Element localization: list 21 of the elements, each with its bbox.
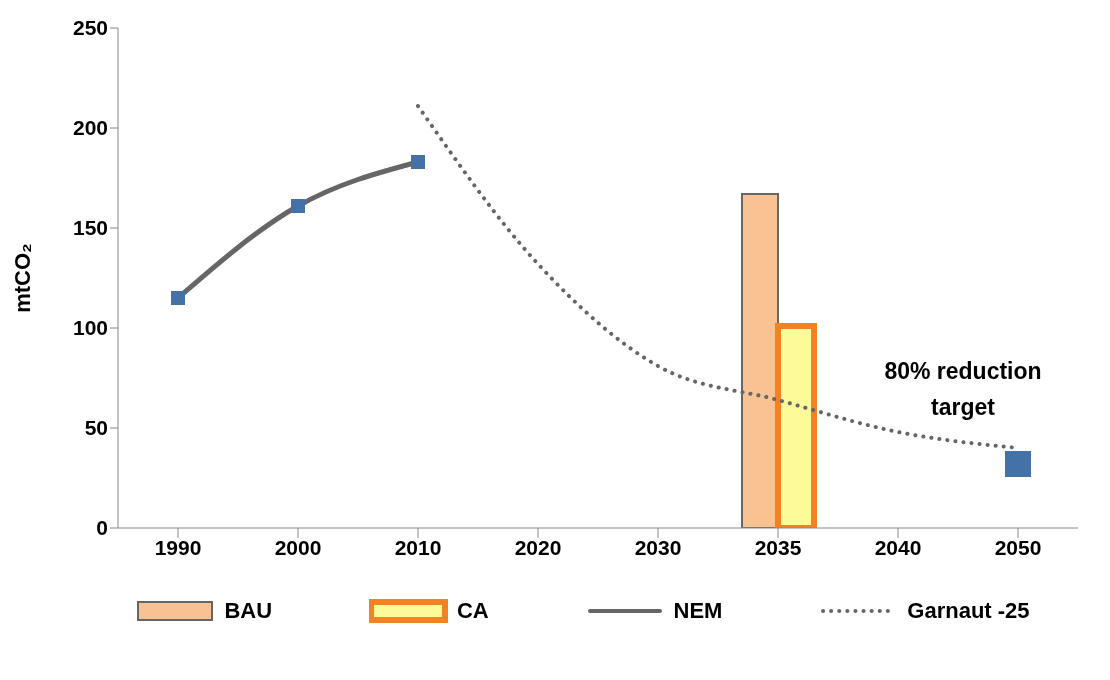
point [1005, 451, 1031, 477]
y-tick-label: 0 [96, 516, 108, 540]
y-tick-label: 100 [72, 316, 108, 340]
legend-label: Garnaut -25 [907, 598, 1030, 624]
annotation: 80% reduction target [883, 357, 1043, 422]
legend-label: CA [456, 598, 489, 624]
legend-label: BAU [224, 598, 273, 624]
x-tick-label: 2020 [514, 535, 562, 559]
y-tick-label: 250 [72, 16, 108, 40]
y-tick-label: 50 [84, 416, 108, 440]
y-axis-title: mtCO₂ [10, 243, 35, 313]
x-tick-label: 2010 [394, 535, 442, 559]
x-tick-label: 2040 [874, 535, 922, 559]
x-tick-label: 1990 [154, 535, 202, 559]
y-tick-label: 200 [72, 116, 108, 140]
x-tick-label: 2030 [634, 535, 682, 559]
x-tick-label: 2000 [274, 535, 322, 559]
x-tick-label: 2035 [754, 535, 802, 559]
y-tick-label: 150 [72, 216, 108, 240]
x-tick-label: 2050 [994, 535, 1042, 559]
legend-label: NEM [673, 598, 723, 624]
